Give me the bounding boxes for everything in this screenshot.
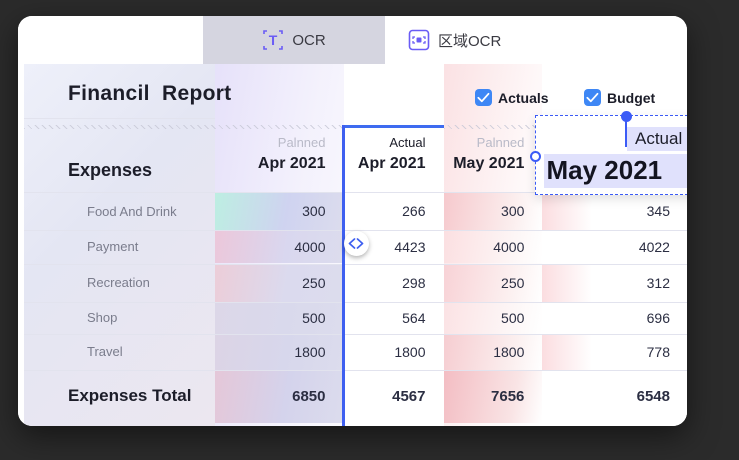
svg-text:T: T — [269, 32, 278, 48]
